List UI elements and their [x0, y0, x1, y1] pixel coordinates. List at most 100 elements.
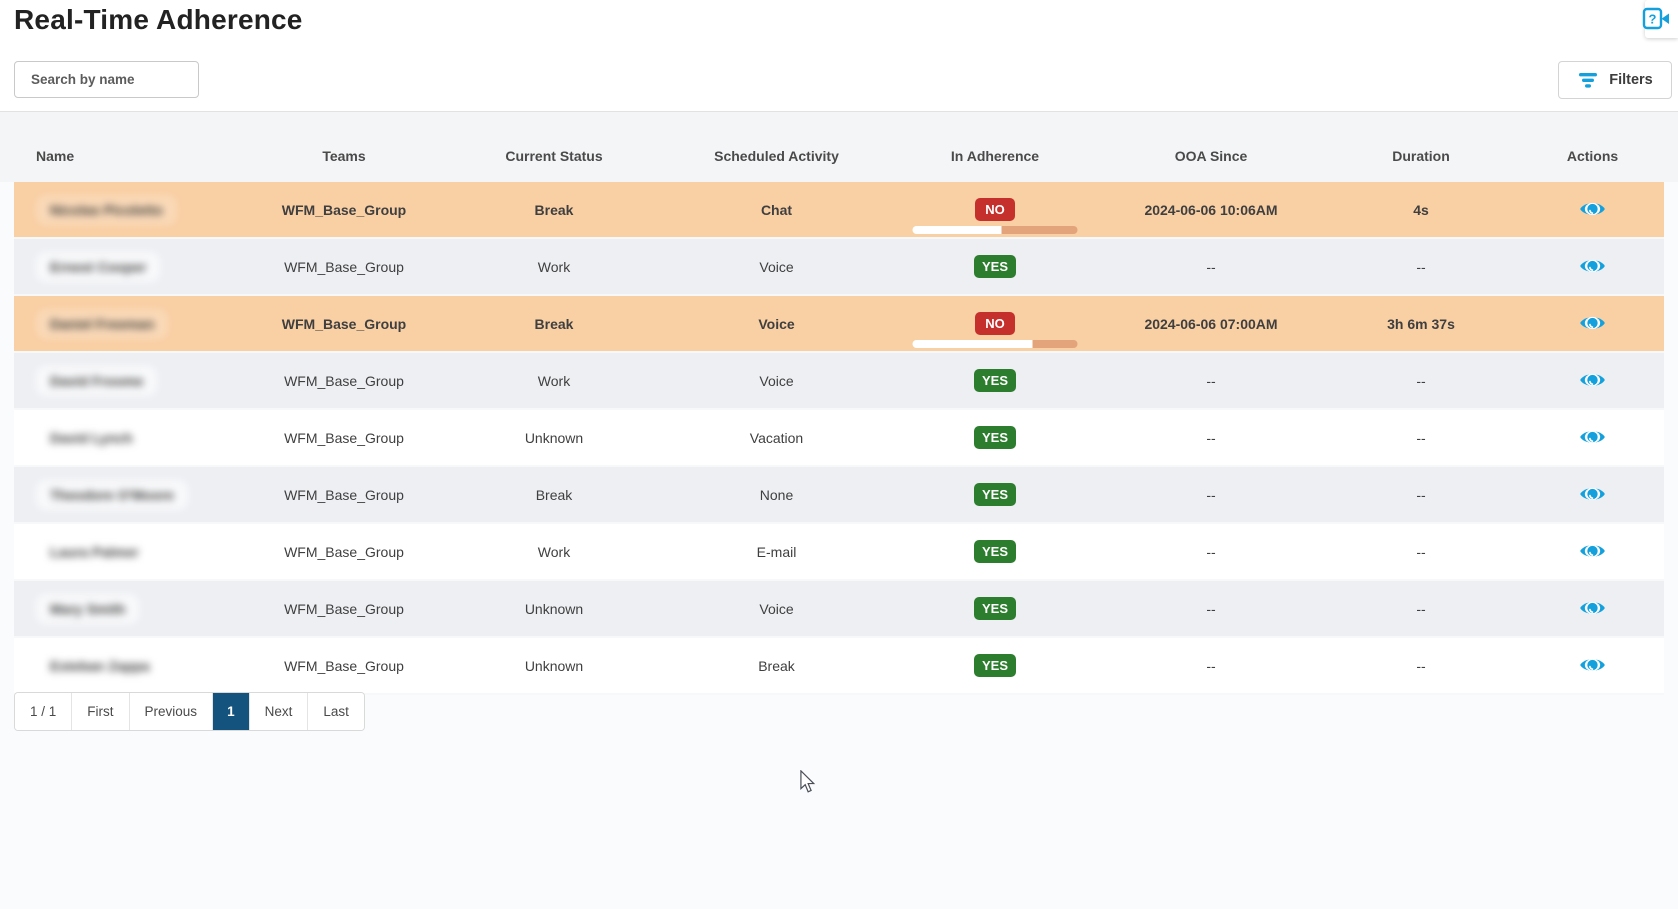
- in-adherence-cell: YES: [889, 638, 1101, 695]
- help-button[interactable]: ?: [1642, 0, 1678, 38]
- duration-cell: --: [1321, 353, 1521, 410]
- table-row: Laura Palmer WFM_Base_Group Work E-mail …: [14, 524, 1664, 581]
- scheduled-activity-cell: E-mail: [664, 524, 889, 581]
- actions-cell: [1521, 239, 1664, 296]
- agent-name-cell: Esteban Zappa: [14, 638, 244, 695]
- eye-icon: [1580, 259, 1605, 273]
- adherence-table: Name Teams Current Status Scheduled Acti…: [14, 130, 1664, 695]
- view-agent-button[interactable]: [1575, 654, 1610, 676]
- duration-cell: --: [1321, 239, 1521, 296]
- adherence-badge: YES: [973, 255, 1016, 278]
- table-row: Esteban Zappa WFM_Base_Group Unknown Bre…: [14, 638, 1664, 695]
- pagination: 1 / 1 First Previous 1 Next Last: [14, 692, 365, 731]
- current-status-cell: Work: [444, 239, 664, 296]
- team-cell: WFM_Base_Group: [244, 182, 444, 239]
- table-row: Daniel Freeman WFM_Base_Group Break Voic…: [14, 296, 1664, 353]
- duration-cell: --: [1321, 638, 1521, 695]
- help-question-icon: ?: [1642, 6, 1670, 32]
- ooa-since-cell: 2024-06-06 07:00AM: [1101, 296, 1321, 353]
- in-adherence-cell: NO: [889, 182, 1101, 239]
- current-status-cell: Unknown: [444, 581, 664, 638]
- ooa-since-cell: --: [1101, 353, 1321, 410]
- agent-name-redacted: Esteban Zappa: [36, 650, 164, 681]
- view-agent-button[interactable]: [1575, 483, 1610, 505]
- scheduled-activity-cell: Break: [664, 638, 889, 695]
- eye-icon: [1580, 601, 1605, 615]
- pagination-next-button[interactable]: Next: [249, 693, 309, 730]
- actions-cell: [1521, 182, 1664, 239]
- actions-cell: [1521, 581, 1664, 638]
- current-status-cell: Break: [444, 296, 664, 353]
- eye-icon: [1580, 316, 1605, 330]
- agent-name-redacted: Theodore O'Moore: [36, 479, 188, 510]
- table-row: David Froome WFM_Base_Group Work Voice Y…: [14, 353, 1664, 410]
- adherence-badge: YES: [973, 597, 1016, 620]
- view-agent-button[interactable]: [1575, 369, 1610, 391]
- current-status-cell: Work: [444, 524, 664, 581]
- page-summary: 1 / 1: [15, 693, 73, 730]
- team-cell: WFM_Base_Group: [244, 467, 444, 524]
- eye-icon: [1580, 373, 1605, 387]
- ooa-since-cell: --: [1101, 581, 1321, 638]
- adherence-badge: NO: [975, 198, 1015, 221]
- scheduled-activity-cell: Voice: [664, 239, 889, 296]
- table-header-band: [0, 111, 1678, 183]
- pagination-first-button[interactable]: First: [72, 693, 130, 730]
- actions-cell: [1521, 638, 1664, 695]
- current-status-cell: Work: [444, 353, 664, 410]
- view-agent-button[interactable]: [1575, 597, 1610, 619]
- ooa-since-cell: --: [1101, 467, 1321, 524]
- agent-name-cell: Daniel Freeman: [14, 296, 244, 353]
- in-adherence-cell: YES: [889, 410, 1101, 467]
- in-adherence-cell: YES: [889, 581, 1101, 638]
- filters-button[interactable]: Filters: [1558, 61, 1672, 99]
- table-row: Ernest Cooper WFM_Base_Group Work Voice …: [14, 239, 1664, 296]
- ooa-since-cell: --: [1101, 410, 1321, 467]
- pagination-last-button[interactable]: Last: [308, 693, 364, 730]
- adherence-badge: NO: [975, 312, 1015, 335]
- view-agent-button[interactable]: [1575, 426, 1610, 448]
- in-adherence-cell: YES: [889, 467, 1101, 524]
- view-agent-button[interactable]: [1575, 255, 1610, 277]
- adherence-badge: YES: [973, 483, 1016, 506]
- search-input[interactable]: [14, 61, 199, 98]
- team-cell: WFM_Base_Group: [244, 410, 444, 467]
- column-header-duration: Duration: [1392, 148, 1450, 164]
- ooa-since-cell: --: [1101, 239, 1321, 296]
- duration-cell: --: [1321, 467, 1521, 524]
- agent-name-redacted: Daniel Freeman: [36, 308, 169, 339]
- eye-icon: [1580, 658, 1605, 672]
- adherence-badge: YES: [973, 540, 1016, 563]
- scheduled-activity-cell: Voice: [664, 296, 889, 353]
- team-cell: WFM_Base_Group: [244, 638, 444, 695]
- agent-name-cell: Ernest Cooper: [14, 239, 244, 296]
- scheduled-activity-cell: Voice: [664, 581, 889, 638]
- scheduled-activity-cell: Voice: [664, 353, 889, 410]
- in-adherence-cell: NO: [889, 296, 1101, 353]
- team-cell: WFM_Base_Group: [244, 581, 444, 638]
- filters-button-label: Filters: [1609, 72, 1653, 88]
- svg-text:?: ?: [1649, 12, 1657, 27]
- current-status-cell: Unknown: [444, 410, 664, 467]
- table-row: Mary Smith WFM_Base_Group Unknown Voice …: [14, 581, 1664, 638]
- actions-cell: [1521, 296, 1664, 353]
- actions-cell: [1521, 467, 1664, 524]
- team-cell: WFM_Base_Group: [244, 239, 444, 296]
- view-agent-button[interactable]: [1575, 198, 1610, 220]
- agent-name-cell: Theodore O'Moore: [14, 467, 244, 524]
- ooa-since-cell: 2024-06-06 10:06AM: [1101, 182, 1321, 239]
- adherence-badge: YES: [973, 654, 1016, 677]
- adherence-badge: YES: [973, 369, 1016, 392]
- duration-cell: --: [1321, 524, 1521, 581]
- page-number-button[interactable]: 1: [213, 693, 250, 730]
- current-status-cell: Unknown: [444, 638, 664, 695]
- adherence-progress-bar: [912, 226, 1078, 234]
- column-header-ooa-since: OOA Since: [1174, 148, 1248, 164]
- table-row: Nicolas Picoletto WFM_Base_Group Break C…: [14, 182, 1664, 239]
- in-adherence-cell: YES: [889, 524, 1101, 581]
- view-agent-button[interactable]: [1575, 312, 1610, 334]
- current-status-cell: Break: [444, 467, 664, 524]
- scheduled-activity-cell: Vacation: [664, 410, 889, 467]
- view-agent-button[interactable]: [1575, 540, 1610, 562]
- pagination-previous-button[interactable]: Previous: [129, 693, 214, 730]
